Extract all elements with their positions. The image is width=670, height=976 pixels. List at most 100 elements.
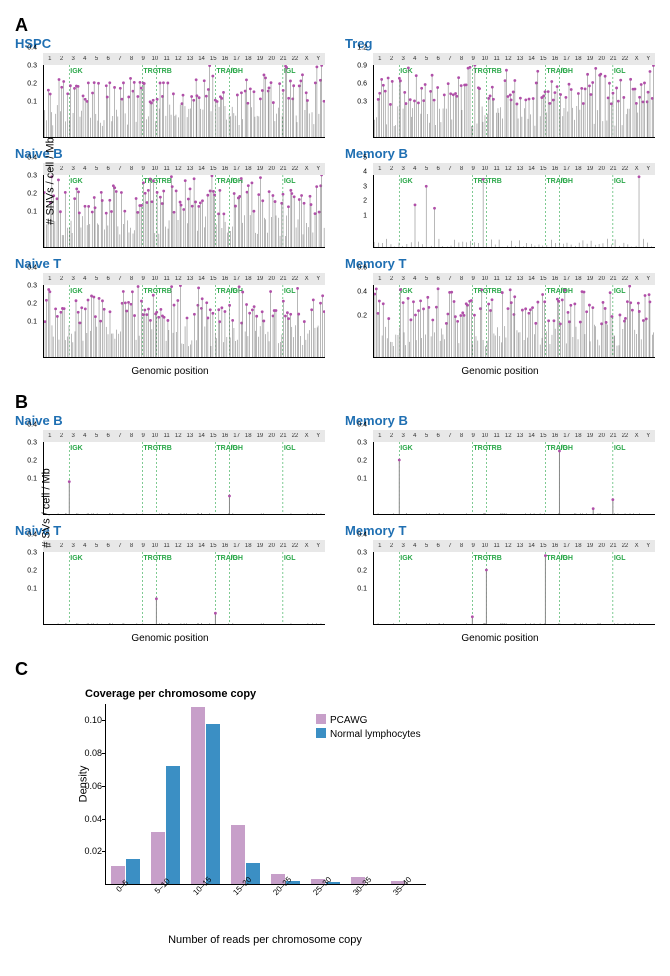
panel-a-ylabel: # SNVs / cell / Mb [45, 137, 57, 224]
svg-text:TRB: TRB [487, 445, 501, 452]
svg-text:IGK: IGK [70, 178, 82, 185]
svg-text:IGL: IGL [284, 288, 296, 295]
bar [151, 832, 165, 884]
svg-text:IGL: IGL [614, 555, 626, 562]
chart-title: Memory B [345, 413, 655, 428]
chrom-header: 12345678910111213141516171819202122XY [43, 430, 325, 442]
plot-area: IGKTRGTRBTRA/DIGHIGL [373, 285, 655, 358]
svg-text:TRB: TRB [157, 288, 171, 295]
panel-b-ylabel: # SVs / cell / Mb [41, 468, 53, 547]
chrom-header: 12345678910111213141516171819202122XY [373, 53, 655, 65]
xaxis-label: Genomic position [15, 633, 325, 644]
xaxis-label: Genomic position [345, 366, 655, 377]
plot-area: IGKTRGTRBTRA/DIGHIGL [43, 442, 325, 515]
svg-text:IGK: IGK [400, 68, 412, 75]
svg-text:IGK: IGK [70, 288, 82, 295]
svg-text:IGH: IGH [230, 68, 242, 75]
svg-text:IGH: IGH [560, 68, 572, 75]
chart-title: Memory T [345, 523, 655, 538]
chart-title: Memory T [345, 256, 655, 271]
panel-b-label: B [15, 392, 28, 412]
bar-group [191, 707, 220, 884]
chart-title: Naive B [15, 146, 325, 161]
chart-title: Naive T [15, 256, 325, 271]
svg-text:IGL: IGL [614, 68, 626, 75]
panel-b: B Naive B 1234567891011121314151617181920… [15, 392, 655, 644]
y-axis: 0.10.20.30.4 [345, 535, 369, 625]
svg-text:TRB: TRB [157, 555, 171, 562]
chrom-header: 12345678910111213141516171819202122XY [43, 53, 325, 65]
plot-area: IGKTRGTRBTRA/DIGHIGL [43, 175, 325, 248]
svg-text:IGL: IGL [614, 288, 626, 295]
svg-text:TRB: TRB [487, 178, 501, 185]
chrom-header: 12345678910111213141516171819202122XY [373, 273, 655, 285]
legend-swatch [316, 714, 326, 724]
panel-c: C Coverage per chromosome copy Density P… [15, 659, 655, 946]
chart-title: HSPC [15, 36, 325, 51]
panel-c-label: C [15, 659, 28, 679]
y-axis: 0.10.20.30.4 [15, 158, 39, 248]
svg-text:TRB: TRB [157, 68, 171, 75]
chart-memory-b: Memory B 12345678910111213141516171819202… [345, 413, 655, 515]
svg-text:IGK: IGK [400, 555, 412, 562]
panel-a-grid: HSPC 12345678910111213141516171819202122X… [15, 36, 655, 377]
chart-title: Memory B [345, 146, 655, 161]
chart-memory-t: Memory T 12345678910111213141516171819202… [345, 256, 655, 358]
bar-group [151, 766, 180, 884]
svg-text:IGH: IGH [560, 178, 572, 185]
y-axis: 0.10.20.30.4 [15, 535, 39, 625]
y-axis: 0.10.20.30.4 [345, 425, 369, 515]
bar [206, 724, 220, 884]
svg-text:IGK: IGK [400, 288, 412, 295]
y-axis: 0.10.20.30.4 [15, 268, 39, 358]
xaxis-label: Genomic position [345, 633, 655, 644]
y-axis: 0.30.60.91.2 [345, 48, 369, 138]
svg-text:TRB: TRB [157, 178, 171, 185]
chrom-header: 12345678910111213141516171819202122XY [43, 163, 325, 175]
svg-text:TRB: TRB [487, 68, 501, 75]
chart-memory-t: Memory T 12345678910111213141516171819202… [345, 523, 655, 625]
xaxis-label: Genomic position [15, 366, 325, 377]
bar [191, 707, 205, 884]
plot-area: IGKTRGTRBTRA/DIGHIGL [43, 552, 325, 625]
chart-naive-b: Naive B 123456789101112131415161718192021… [15, 146, 325, 248]
panel-c-barplot: PCAWG Normal lymphocytes 0.020.040.060.0… [105, 704, 426, 885]
panel-c-xticks: 0–55–1010–1515–2020–2525–3030–3535–40 [105, 885, 425, 906]
chart-naive-t: Naive T 123456789101112131415161718192021… [15, 256, 325, 358]
plot-area: IGKTRGTRBTRA/DIGHIGL [373, 552, 655, 625]
chrom-header: 12345678910111213141516171819202122XY [373, 163, 655, 175]
chart-naive-b: Naive B 123456789101112131415161718192021… [15, 413, 325, 515]
chart-title: Treg [345, 36, 655, 51]
chart-naive-t: Naive T 123456789101112131415161718192021… [15, 523, 325, 625]
plot-area: IGKTRGTRBTRA/DIGHIGL [43, 285, 325, 358]
panel-c-wrap: Coverage per chromosome copy Density PCA… [65, 688, 655, 946]
chrom-header: 12345678910111213141516171819202122XY [43, 540, 325, 552]
panel-a-label: A [15, 15, 28, 35]
legend-swatch [316, 728, 326, 738]
svg-text:IGK: IGK [400, 178, 412, 185]
svg-text:IGK: IGK [70, 445, 82, 452]
y-axis: 0.20.40.6 [345, 268, 369, 358]
chrom-header: 12345678910111213141516171819202122XY [373, 430, 655, 442]
chrom-header: 12345678910111213141516171819202122XY [373, 540, 655, 552]
svg-text:IGK: IGK [70, 555, 82, 562]
svg-text:IGH: IGH [230, 288, 242, 295]
svg-text:IGL: IGL [614, 178, 626, 185]
chart-title: Naive T [15, 523, 325, 538]
y-axis: 0.10.20.30.4 [15, 48, 39, 138]
panel-c-title: Coverage per chromosome copy [85, 688, 655, 700]
chart-memory-b: Memory B 12345678910111213141516171819202… [345, 146, 655, 248]
svg-text:IGL: IGL [614, 445, 626, 452]
svg-text:TRB: TRB [487, 555, 501, 562]
svg-text:TRB: TRB [157, 445, 171, 452]
y-axis: 12345 [345, 158, 369, 248]
y-axis: 0.10.20.30.4 [15, 425, 39, 515]
svg-text:IGH: IGH [560, 288, 572, 295]
chart-title: Naive B [15, 413, 325, 428]
plot-area: IGKTRGTRBTRA/DIGHIGL [43, 65, 325, 138]
legend-item-normal: Normal lymphocytes [316, 728, 421, 740]
chrom-header: 12345678910111213141516171819202122XY [43, 273, 325, 285]
svg-text:IGH: IGH [560, 555, 572, 562]
chart-treg: Treg 12345678910111213141516171819202122X… [345, 36, 655, 138]
svg-text:TRB: TRB [487, 288, 501, 295]
